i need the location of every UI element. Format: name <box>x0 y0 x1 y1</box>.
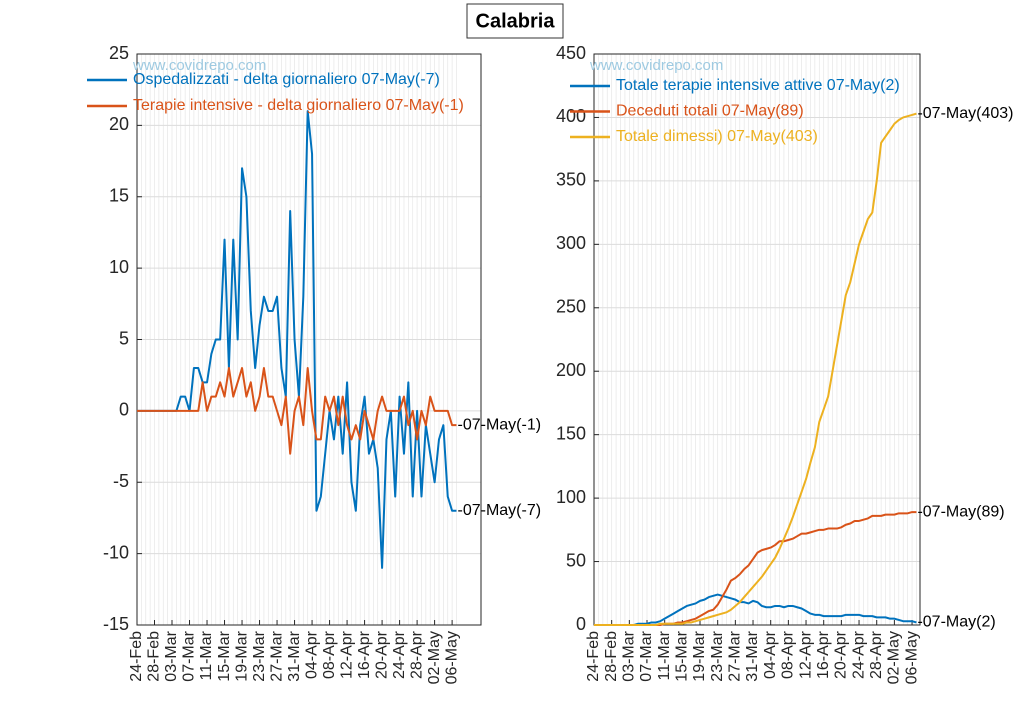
x-tick-label: 16-Apr <box>815 630 832 679</box>
end-label: -07-May(-7) <box>457 502 541 519</box>
legend-label: Ospedalizzati - delta giornaliero 07-May… <box>133 71 440 88</box>
x-tick-label: 07-Mar <box>181 630 198 681</box>
y-tick-label: 450 <box>556 43 586 63</box>
end-label: -07-May(-1) <box>457 416 541 433</box>
x-tick-label: 19-Mar <box>691 630 708 681</box>
y-tick-label: 5 <box>119 328 129 348</box>
y-tick-label: 150 <box>556 423 586 443</box>
title-box <box>466 3 564 39</box>
x-tick-label: 24-Apr <box>850 630 867 679</box>
y-tick-label: 350 <box>556 170 586 190</box>
x-tick-label: 11-Mar <box>656 630 673 680</box>
x-tick-label: 27-Mar <box>727 630 744 681</box>
x-tick-label: 08-Apr <box>321 630 338 679</box>
series-line <box>137 110 457 569</box>
axes-box <box>593 53 921 626</box>
x-tick-label: 27-Mar <box>268 630 285 681</box>
x-tick-label: 23-Mar <box>251 630 268 681</box>
y-tick-label: 25 <box>109 43 129 63</box>
x-tick-label: 28-Apr <box>868 630 885 679</box>
x-tick-label: 23-Mar <box>709 630 726 681</box>
axes-box <box>136 53 482 626</box>
x-tick-label: 31-Mar <box>744 630 761 681</box>
legend-label: Deceduti totali 07-May(89) <box>616 103 804 120</box>
y-tick-label: -10 <box>103 542 129 562</box>
x-tick-label: 12-Apr <box>797 630 814 679</box>
x-tick-label: 28-Feb <box>146 631 163 682</box>
x-tick-label: 02-May <box>426 631 443 684</box>
y-tick-label: -15 <box>103 614 129 634</box>
end-label: -07-May(2) <box>917 614 995 631</box>
legend-label: Totale terapie intensive attive 07-May(2… <box>616 77 900 94</box>
x-tick-label: 24-Feb <box>585 631 602 682</box>
x-tick-label: 08-Apr <box>780 630 797 679</box>
y-tick-label: 100 <box>556 487 586 507</box>
watermark: www.covidrepo.com <box>589 57 723 74</box>
end-label: -07-May(403) <box>917 105 1013 122</box>
x-tick-label: 16-Apr <box>356 630 373 679</box>
y-tick-label: -5 <box>113 471 129 491</box>
x-tick-label: 07-Mar <box>638 630 655 681</box>
y-tick-label: 10 <box>109 257 129 277</box>
legend-label: Totale dimessi) 07-May(403) <box>616 128 818 145</box>
series-line <box>594 112 917 626</box>
x-tick-label: 20-Apr <box>373 630 390 679</box>
y-tick-label: 50 <box>566 550 586 570</box>
series-line <box>594 593 917 626</box>
end-label: -07-May(89) <box>917 503 1004 520</box>
x-tick-label: 15-Mar <box>216 630 233 681</box>
y-tick-label: 300 <box>556 233 586 253</box>
y-tick-label: 250 <box>556 297 586 317</box>
x-tick-label: 20-Apr <box>833 630 850 679</box>
x-tick-label: 06-May <box>903 631 920 684</box>
plot-area <box>594 54 920 625</box>
y-tick-label: 200 <box>556 360 586 380</box>
x-tick-label: 04-Apr <box>762 630 779 679</box>
y-tick-label: 400 <box>556 106 586 126</box>
x-tick-label: 24-Feb <box>128 631 145 682</box>
watermark: www.covidrepo.com <box>132 57 266 74</box>
x-tick-label: 31-Mar <box>286 630 303 681</box>
y-tick-label: 0 <box>576 614 586 634</box>
x-tick-label: 06-May <box>443 631 460 684</box>
y-tick-label: 20 <box>109 114 129 134</box>
x-tick-label: 28-Apr <box>408 630 425 679</box>
x-tick-label: 02-May <box>886 631 903 684</box>
series-line <box>137 367 457 455</box>
x-tick-label: 12-Apr <box>338 630 355 679</box>
x-tick-label: 28-Feb <box>603 631 620 682</box>
x-tick-label: 11-Mar <box>198 630 215 680</box>
x-tick-label: 24-Apr <box>391 630 408 679</box>
x-tick-label: 04-Apr <box>303 630 320 679</box>
legend-label: Terapie intensive - delta giornaliero 07… <box>133 97 464 114</box>
x-tick-label: 03-Mar <box>621 630 638 681</box>
x-tick-label: 19-Mar <box>233 630 250 681</box>
y-tick-label: 0 <box>119 400 129 420</box>
x-tick-label: 15-Mar <box>674 630 691 681</box>
y-tick-label: 15 <box>109 186 129 206</box>
x-tick-label: 03-Mar <box>163 630 180 681</box>
figure-title: Calabria <box>476 10 556 32</box>
